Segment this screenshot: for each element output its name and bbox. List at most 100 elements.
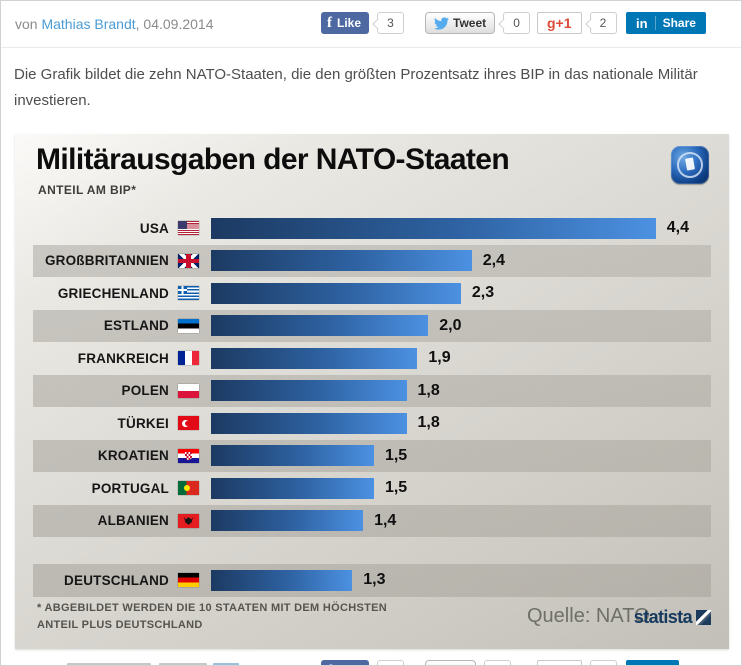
chart-row: GROßBRITANNIEN 2,4 — [33, 244, 711, 277]
cutoff-text — [159, 663, 207, 665]
google-plus-one-count — [589, 660, 617, 665]
googleplus-share-group: g+1 2 — [537, 12, 617, 34]
linkedin-share-group-cutoff: Share — [626, 660, 680, 665]
chart-title: Militärausgaben der NATO-Staaten — [36, 143, 510, 176]
linkedin-divider — [654, 16, 656, 30]
bar — [211, 282, 461, 304]
twitter-bird-icon — [434, 16, 449, 31]
row-spacer — [33, 537, 711, 564]
chart-row: ALBANIEN 1,4 — [33, 504, 711, 537]
bar-track: 1,9 — [211, 347, 689, 369]
twitter-share-group-cutoff: Tweet — [425, 660, 512, 665]
bar-value: 1,8 — [417, 381, 440, 399]
linkedin-share-group: in Share — [626, 12, 706, 34]
country-label: GROßBRITANNIEN — [44, 253, 169, 269]
bar — [211, 510, 364, 532]
bar — [211, 569, 353, 591]
facebook-like-label: Like — [337, 664, 361, 665]
linkedin-share-button[interactable]: in Share — [626, 12, 706, 34]
googleplus-share-group-cutoff: g+1 — [537, 660, 617, 665]
country-label: POLEN — [121, 383, 169, 399]
article-description: Die Grafik bildet die zehn NATO-Staaten,… — [14, 66, 698, 110]
bar-value: 2,4 — [482, 251, 505, 269]
google-plus-one-count: 2 — [589, 12, 617, 34]
cutoff-bottom-row: f Like Tweet g+1 Share — [1, 656, 741, 665]
country-flag — [178, 351, 199, 366]
tweet-button[interactable]: Tweet — [425, 660, 477, 665]
country-flag — [178, 481, 199, 496]
facebook-share-group: f Like 3 — [321, 12, 405, 34]
bar — [211, 315, 429, 337]
country-label: USA — [139, 220, 169, 236]
statista-logo-mark — [696, 610, 711, 625]
country-flag — [178, 253, 199, 268]
chart-row: FRANKREICH 1,9 — [33, 342, 711, 375]
linkedin-share-label: Share — [662, 16, 696, 30]
byline-share-bar: von Mathias Brandt, 04.09.2014 f Like 3 … — [1, 1, 741, 48]
linkedin-icon: in — [636, 15, 648, 31]
facebook-icon: f — [327, 14, 332, 31]
facebook-share-group-cutoff: f Like — [321, 660, 405, 665]
country-label: ESTLAND — [103, 318, 169, 334]
statista-wordmark: statista — [633, 607, 693, 627]
country-flag — [178, 513, 199, 528]
bar-value: 2,3 — [471, 284, 495, 302]
cutoff-text — [213, 663, 239, 665]
bar-track: 2,4 — [211, 250, 689, 272]
bar — [211, 380, 407, 402]
tagesschau-globe-icon — [671, 146, 709, 184]
footnote-line-2: ANTEIL PLUS DEUTSCHLAND — [37, 618, 203, 631]
bar — [211, 412, 407, 434]
country-flag — [178, 286, 199, 301]
bar-track: 1,8 — [211, 412, 689, 434]
bar-value: 1,5 — [384, 446, 408, 464]
country-flag — [178, 221, 199, 236]
author-link[interactable]: Mathias Brandt — [41, 16, 136, 32]
source-label: Quelle: NATO — [527, 605, 650, 627]
chart-subtitle: ANTEIL AM BIP* — [38, 183, 137, 197]
tweet-button[interactable]: Tweet — [425, 12, 496, 34]
country-flag — [178, 573, 199, 588]
chart-row: USA 4,4 — [33, 212, 711, 245]
facebook-like-button[interactable]: f Like — [321, 12, 370, 34]
chart-row: PORTUGAL 1,5 — [33, 472, 711, 505]
bar — [211, 477, 374, 499]
bar-track: 2,0 — [211, 315, 689, 337]
facebook-like-count — [377, 660, 405, 665]
country-label: TÜRKEI — [117, 415, 169, 431]
country-label: DEUTSCHLAND — [64, 572, 169, 588]
facebook-icon: f — [327, 663, 332, 665]
bar — [211, 347, 418, 369]
country-label: GRIECHENLAND — [57, 285, 169, 301]
country-label: PORTUGAL — [91, 480, 169, 496]
country-flag — [178, 448, 199, 463]
country-label: ALBANIEN — [97, 513, 169, 529]
linkedin-share-button[interactable]: Share — [626, 660, 680, 665]
byline: von Mathias Brandt, 04.09.2014 — [15, 16, 214, 32]
bar-value: 1,9 — [428, 349, 451, 367]
google-plus-one-button[interactable]: g+1 — [537, 660, 582, 665]
chart-row: GRIECHENLAND 2,3 — [33, 277, 711, 310]
bar — [211, 217, 656, 239]
bar-track: 1,4 — [211, 510, 689, 532]
country-label: KROATIEN — [97, 448, 169, 464]
footnote-line-1: * ABGEBILDET WERDEN DIE 10 STAATEN MIT D… — [37, 602, 387, 614]
facebook-like-count: 3 — [377, 12, 405, 34]
country-flag — [178, 383, 199, 398]
bar-value: 1,8 — [417, 414, 440, 432]
country-flag — [178, 416, 199, 431]
bar-track: 1,3 — [211, 569, 689, 591]
tweet-label: Tweet — [453, 16, 487, 30]
twitter-share-group: Tweet 0 — [425, 12, 531, 34]
country-flag — [178, 318, 199, 333]
bar-track: 1,5 — [211, 445, 689, 467]
google-plus-one-button[interactable]: g+1 — [537, 12, 582, 34]
facebook-like-button[interactable]: f Like — [321, 660, 370, 665]
chart-row: KROATIEN 1,5 — [33, 439, 711, 472]
chart-row: TÜRKEI 1,8 — [33, 407, 711, 440]
byline-date: , 04.09.2014 — [135, 16, 214, 32]
bar — [211, 250, 472, 272]
infographic-panel[interactable]: Militärausgaben der NATO-Staaten ANTEIL … — [15, 134, 729, 649]
tweet-count — [484, 660, 512, 665]
